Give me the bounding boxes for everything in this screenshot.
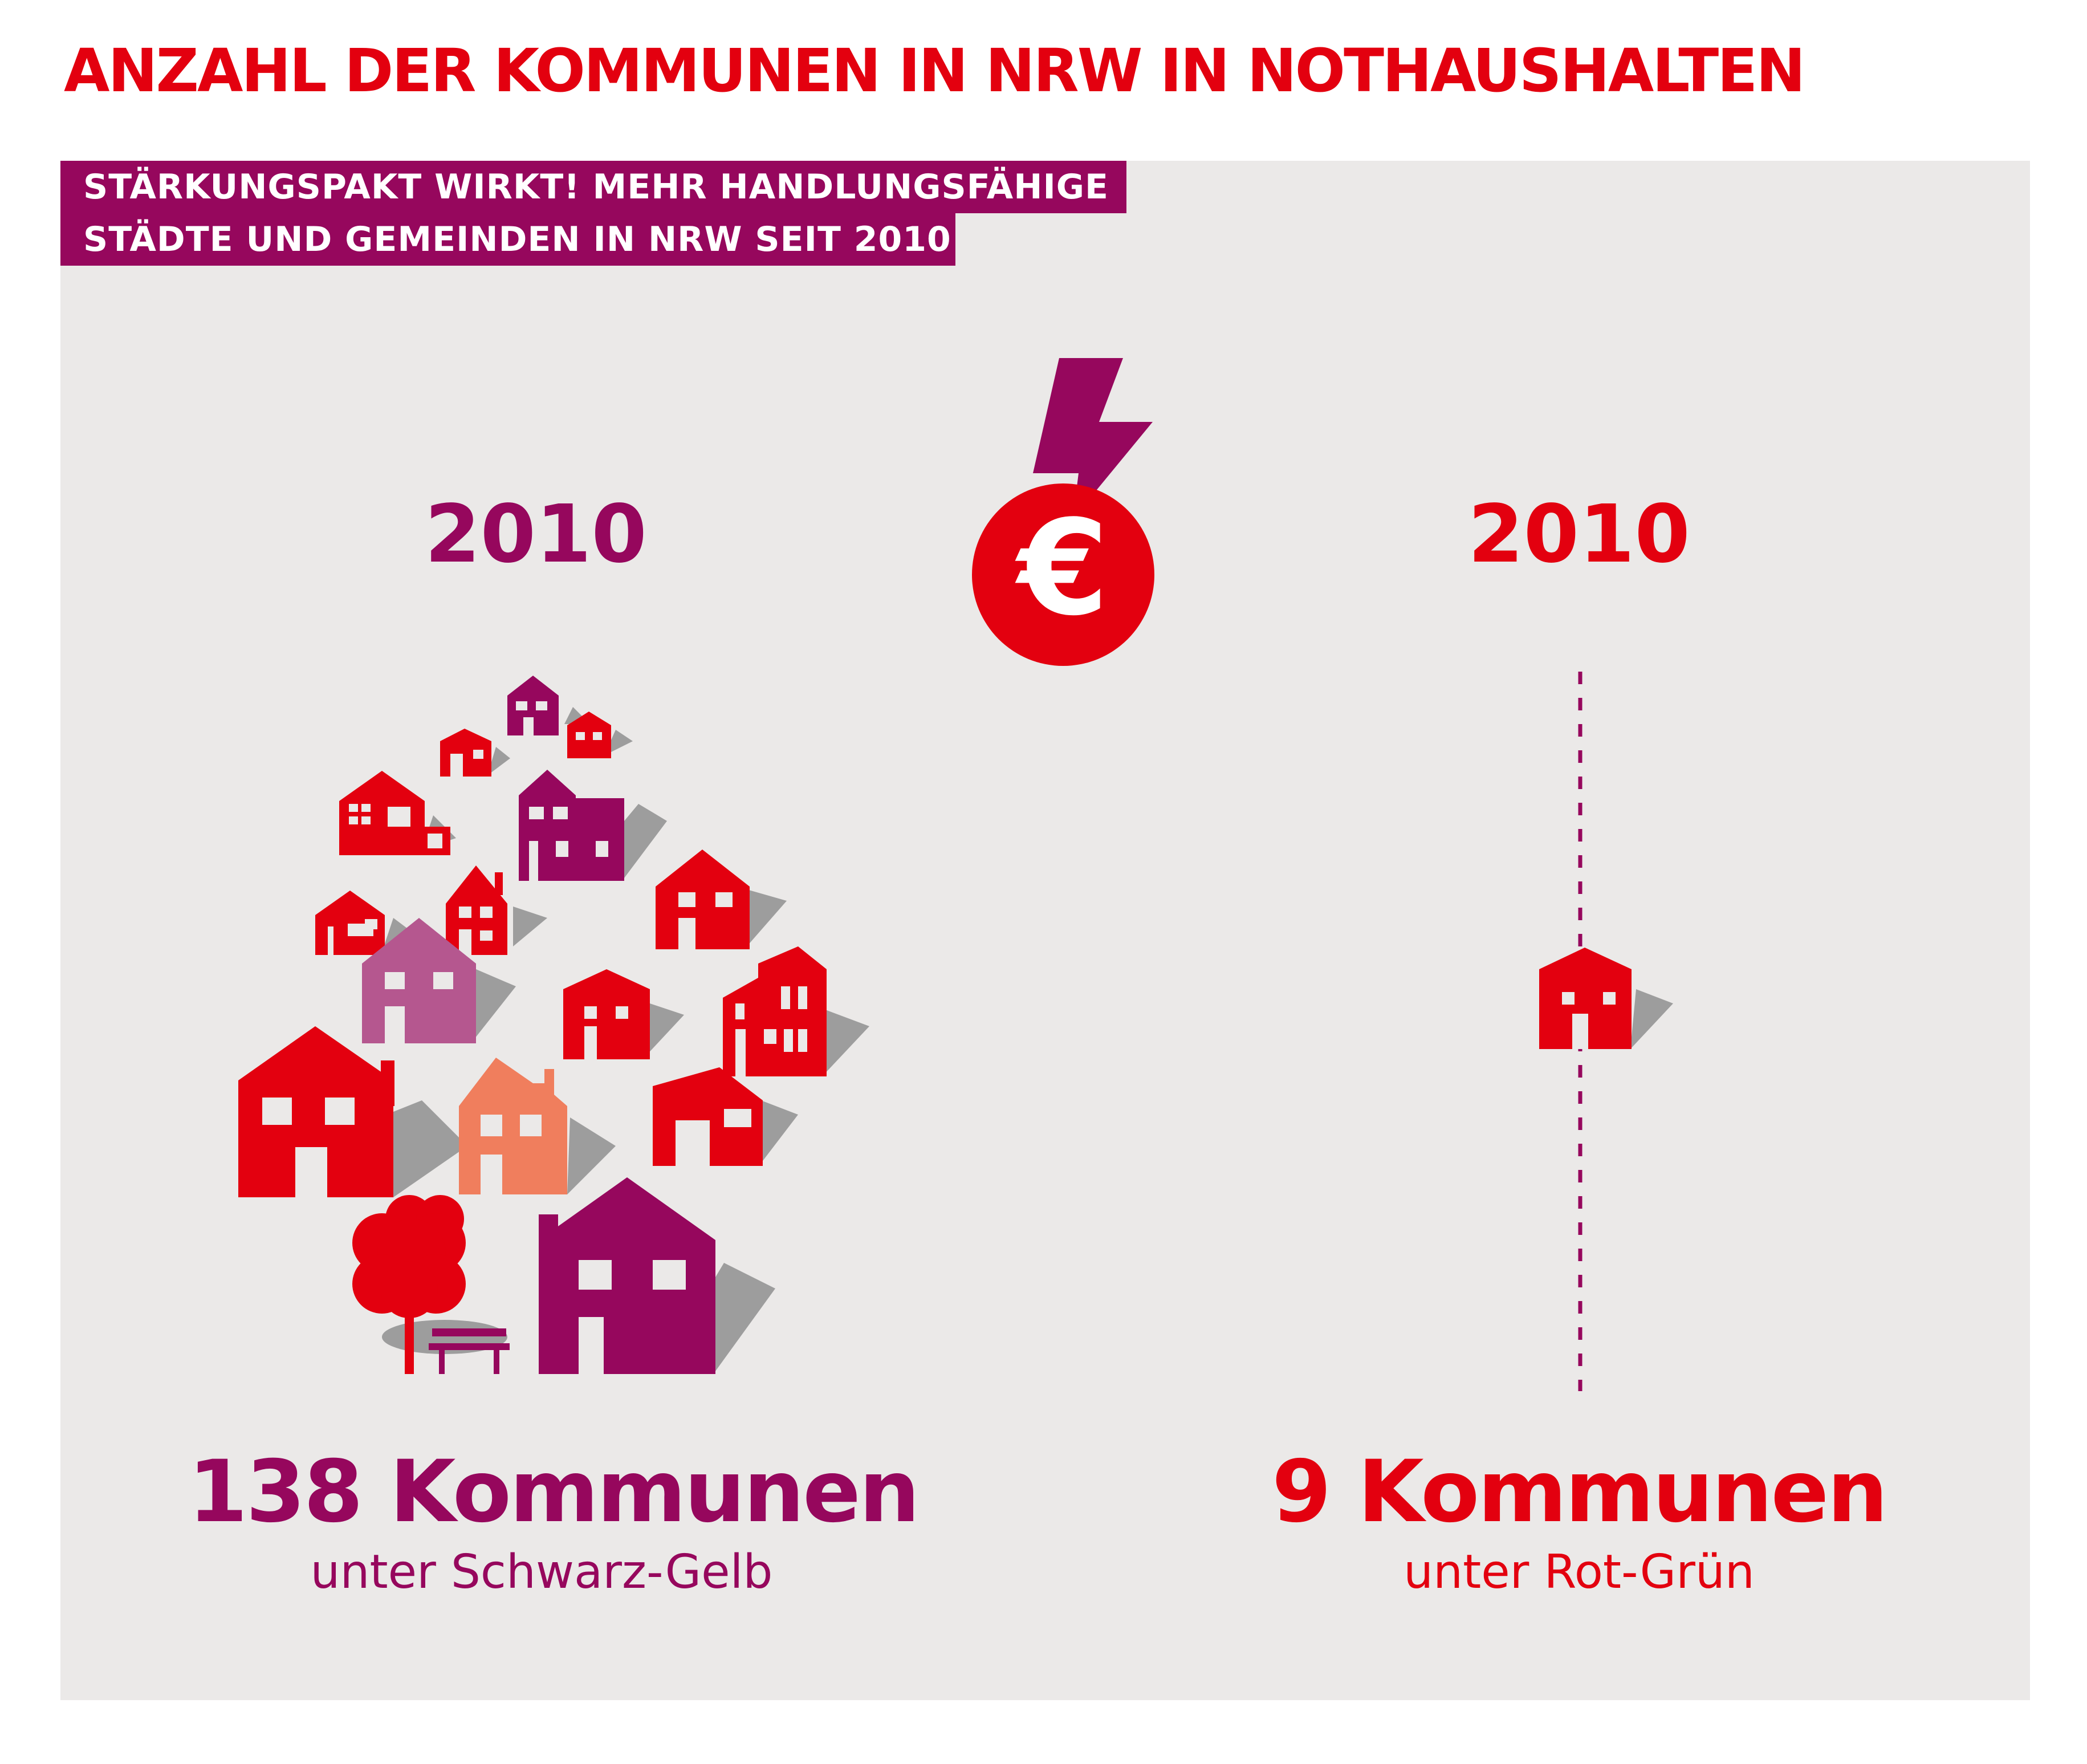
bench-icon <box>429 1328 510 1374</box>
euro-symbol: € <box>1015 493 1109 645</box>
house-icon <box>723 946 869 1076</box>
count-left: 138 Kommunen <box>188 1442 920 1542</box>
house-icon <box>567 712 633 758</box>
house-icon <box>539 1177 775 1374</box>
house-icon <box>459 1058 616 1194</box>
content-panel <box>60 161 2030 1700</box>
lightning-bolt-icon <box>1033 358 1153 519</box>
subtitle-line-2: STÄDTE UND GEMEINDEN IN NRW SEIT 2010 <box>60 213 955 266</box>
house-icon <box>653 1067 798 1166</box>
house-icon <box>519 770 667 881</box>
house-icon <box>362 918 516 1043</box>
caption-right: unter Rot-Grün <box>1403 1545 1755 1599</box>
house-icon <box>563 969 684 1059</box>
house-icon <box>339 771 456 855</box>
house-icon <box>507 676 590 735</box>
house-icon <box>238 1026 467 1197</box>
year-right: 2010 <box>1468 488 1690 581</box>
house-icon <box>656 850 787 949</box>
house-icon <box>446 865 547 955</box>
year-left: 2010 <box>425 488 647 581</box>
subtitle-line-1: STÄRKUNGSPAKT WIRKT! MEHR HANDLUNGSFÄHIG… <box>60 161 1126 213</box>
euro-coin-icon: € <box>972 483 1154 666</box>
caption-left: unter Schwarz-Gelb <box>310 1545 773 1599</box>
count-right: 9 Kommunen <box>1272 1442 1888 1542</box>
house-icon <box>1539 948 1673 1049</box>
house-icon <box>440 729 510 777</box>
page-title: ANZAHL DER KOMMUNEN IN NRW IN NOTHAUSHAL… <box>64 36 1805 105</box>
